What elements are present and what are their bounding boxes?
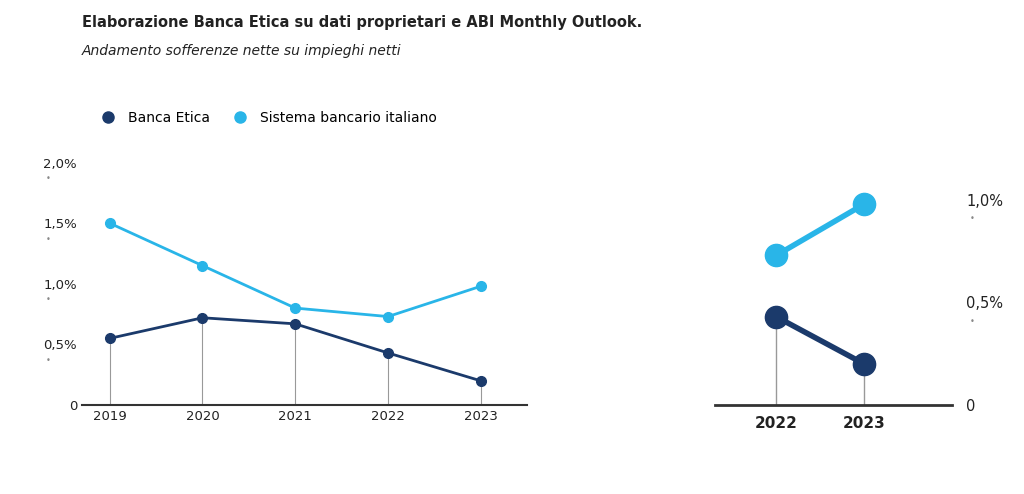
Text: •: •: [46, 235, 51, 244]
Text: •: •: [46, 356, 51, 365]
Text: •: •: [46, 295, 51, 304]
Text: Elaborazione Banca Etica su dati proprietari e ABI Monthly Outlook.: Elaborazione Banca Etica su dati proprie…: [82, 15, 642, 30]
Text: •: •: [46, 174, 51, 183]
Text: •: •: [970, 317, 975, 326]
Legend: Banca Etica, Sistema bancario italiano: Banca Etica, Sistema bancario italiano: [89, 106, 442, 131]
Text: •: •: [970, 214, 975, 223]
Text: Andamento sofferenze nette su impieghi netti: Andamento sofferenze nette su impieghi n…: [82, 44, 401, 58]
